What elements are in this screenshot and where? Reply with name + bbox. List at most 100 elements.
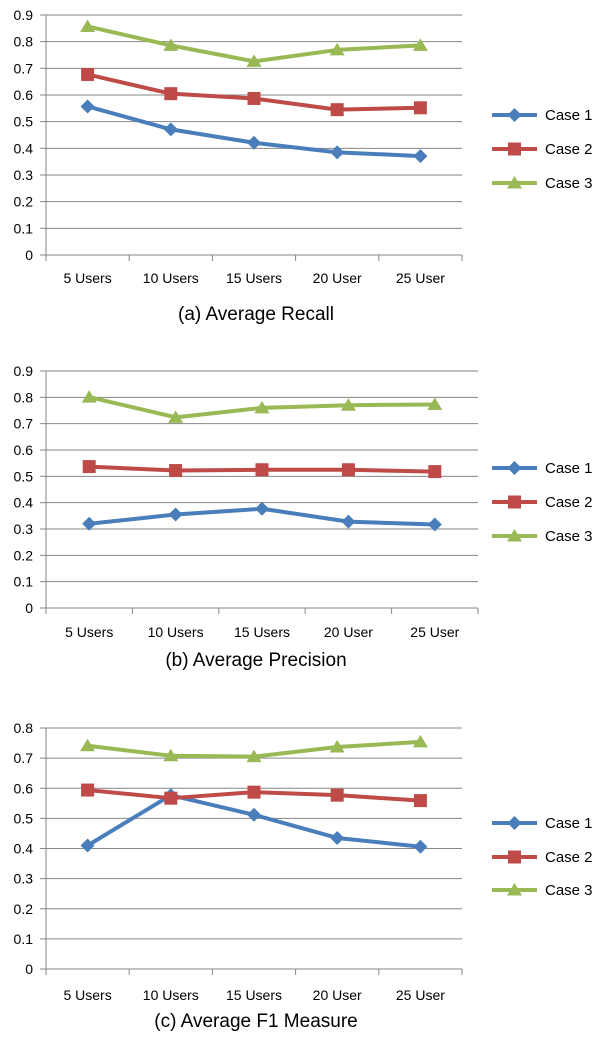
square-marker [81, 783, 95, 797]
x-tick-label: 15 Users [226, 270, 282, 286]
legend-label: Case 3 [545, 882, 593, 899]
y-tick-label: 0.4 [14, 495, 34, 511]
diamond-marker [413, 839, 428, 854]
y-tick-label: 0.5 [14, 114, 34, 130]
y-tick-label: 0.5 [14, 810, 34, 826]
chart-caption: (c) Average F1 Measure [154, 1011, 357, 1032]
legend-entry: Case 1 [492, 107, 593, 124]
legend-triangle-marker [507, 529, 522, 542]
y-tick-label: 0.6 [14, 442, 34, 458]
x-tick-label: 25 User [396, 270, 445, 286]
square-marker [82, 460, 96, 474]
triangle-marker [329, 42, 345, 56]
y-tick-label: 0 [25, 961, 33, 977]
square-marker [255, 463, 269, 477]
triangle-marker [246, 54, 262, 67]
chart-caption: (b) Average Precision [165, 650, 346, 671]
triangle-marker [168, 410, 184, 423]
triangle-marker [163, 38, 179, 51]
triangle-marker [80, 19, 96, 32]
y-tick-label: 0.2 [14, 901, 34, 917]
triangle-marker [254, 400, 270, 414]
triangle-marker [412, 734, 428, 748]
diamond-marker [413, 149, 428, 164]
y-tick-label: 0.8 [14, 34, 34, 50]
diamond-marker [82, 516, 97, 531]
diamond-marker [80, 99, 95, 114]
square-marker [169, 464, 183, 478]
diamond-marker [427, 517, 442, 532]
series-case-1 [80, 788, 428, 854]
x-tick-label: 5 Users [63, 270, 111, 286]
x-tick-label: 20 User [313, 987, 362, 1003]
y-tick-label: 0.3 [14, 871, 34, 887]
y-tick-label: 0.2 [14, 547, 34, 563]
y-tick-label: 0.8 [14, 389, 34, 405]
legend-entry: Case 3 [492, 175, 593, 192]
y-tick-label: 0.3 [14, 521, 34, 537]
legend-entry: Case 2 [492, 849, 593, 866]
diamond-marker [163, 122, 178, 137]
legend-label: Case 1 [545, 107, 593, 124]
square-marker [247, 785, 261, 799]
x-tick-label: 20 User [313, 270, 362, 286]
legend-entry: Case 1 [492, 815, 593, 832]
diamond-marker [168, 507, 183, 522]
y-tick-label: 0.4 [14, 140, 34, 156]
legend-diamond-marker [507, 108, 522, 122]
square-marker [81, 67, 95, 81]
series-case-2 [82, 460, 442, 479]
square-marker [413, 794, 427, 808]
y-tick-label: 0.6 [14, 780, 34, 796]
x-tick-label: 5 Users [63, 987, 111, 1003]
f1-measure-chart-panel: 0 0.1 0.2 0.3 0.4 0.5 0.6 0.7 0.8 5 Users 10 Users… [0, 697, 613, 1037]
series-case-2 [81, 783, 427, 808]
legend-label: Case 3 [545, 175, 593, 192]
triangle-marker [412, 38, 428, 51]
y-tick-label: 0.5 [14, 468, 34, 484]
legend-entry: Case 2 [492, 141, 593, 158]
triangle-marker [329, 739, 345, 753]
series-case-2 [81, 67, 427, 117]
triangle-marker [81, 390, 97, 403]
square-marker [413, 101, 427, 115]
triangle-marker [80, 738, 96, 752]
legend-label: Case 2 [545, 494, 593, 511]
x-tick-label: 15 Users [226, 987, 282, 1003]
legend-entry: Case 3 [492, 882, 593, 899]
y-tick-label: 0.2 [14, 194, 34, 210]
y-tick-label: 0.4 [14, 841, 34, 857]
series-case-1 [82, 501, 442, 532]
y-tick-label: 0.1 [14, 574, 34, 590]
diamond-marker [247, 807, 261, 822]
square-marker [330, 788, 344, 802]
y-tick-label: 0 [25, 247, 33, 263]
triangle-marker [246, 749, 262, 763]
legend-label: Case 2 [545, 141, 593, 158]
legend-square-marker [508, 142, 521, 156]
diamond-marker [247, 135, 261, 150]
y-tick-label: 0.6 [14, 87, 34, 103]
y-tick-label: 0.1 [14, 931, 34, 947]
diamond-marker [330, 145, 345, 160]
series-case-3 [80, 19, 428, 67]
diamond-marker [255, 501, 269, 516]
legend-entry: Case 3 [492, 528, 593, 545]
x-tick-label: 10 Users [143, 987, 199, 1003]
x-tick-label: 25 User [410, 624, 459, 640]
y-tick-label: 0.7 [14, 60, 34, 76]
triangle-marker [427, 397, 443, 410]
recall-chart: 0 0.1 0.2 0.3 0.4 0.5 0.6 0.7 0.8 0.9 5 Users 10 Us… [14, 7, 593, 325]
x-tick-label: 20 User [324, 624, 373, 640]
y-tick-label: 0.3 [14, 167, 34, 183]
square-marker [428, 465, 442, 479]
legend-square-marker [508, 850, 521, 864]
y-tick-label: 0 [25, 600, 33, 616]
y-tick-label: 0.7 [14, 416, 34, 432]
legend-label: Case 1 [545, 460, 593, 477]
legend-triangle-marker [507, 176, 522, 189]
diamond-marker [80, 838, 95, 853]
legend-triangle-marker [507, 883, 522, 896]
y-tick-label: 0.9 [14, 363, 34, 379]
f1-measure-chart: 0 0.1 0.2 0.3 0.4 0.5 0.6 0.7 0.8 5 Users 10 Users… [14, 720, 593, 1032]
